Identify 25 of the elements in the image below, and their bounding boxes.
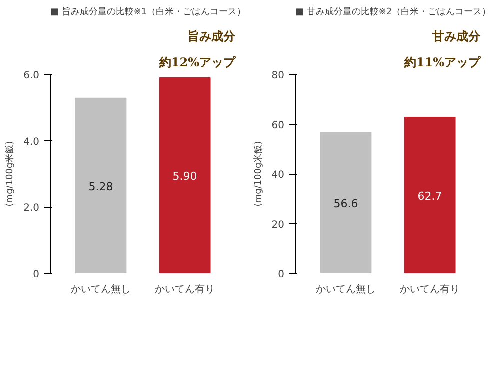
x-tick-label: かいてん有り [155,284,216,296]
y-axis-title: (mg/100g米飯) [4,141,16,207]
y-tick-label: 60 [272,120,285,132]
chart-title: ■ 甘み成分量の比較※2（白米・ごはんコース） [296,6,490,18]
x-tick-label: かいてん無し [70,284,131,296]
data-label: 56.6 [334,198,358,211]
y-axis-title: (mg/100g米飯) [252,141,264,207]
y-tick-label: 6.0 [24,70,40,82]
data-label: 5.28 [88,180,114,194]
y-tick-label: 20 [272,220,285,231]
y-tick-label: 4.0 [24,136,40,148]
text: 旨み成分 [188,30,236,44]
text: 甘み成分 [432,30,482,44]
text: 約12%アップ [158,56,236,70]
y-tick-label: 0 [33,270,40,280]
text: 約11%アップ [403,56,482,70]
y-tick-label: 40 [272,170,285,181]
y-tick-label: 0 [278,270,285,280]
data-label: 62.7 [418,190,442,204]
data-label: 5.90 [172,170,198,184]
x-tick-label: かいてん有り [400,284,460,296]
chart-title: ■ 旨み成分量の比較※1（白米・ごはんコース） [50,6,246,18]
y-tick-label: 2.0 [24,203,40,214]
x-tick-label: かいてん無し [316,284,376,296]
y-tick-label: 80 [272,70,285,82]
